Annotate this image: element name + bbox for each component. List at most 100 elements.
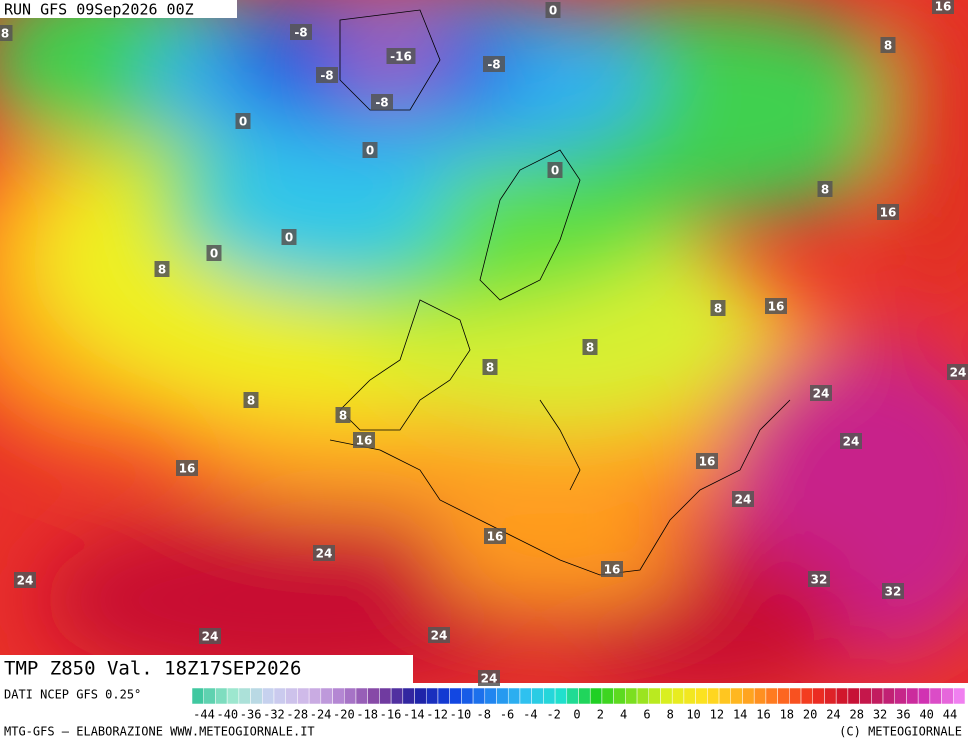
scale-swatch (835, 687, 849, 705)
scale-swatch (613, 687, 626, 705)
scale-swatch (671, 687, 685, 705)
scale-swatch (730, 687, 743, 705)
scale-swatch (414, 687, 427, 705)
scale-swatch (449, 687, 462, 705)
contour-label-box (932, 0, 954, 14)
scale-label: 10 (686, 708, 700, 722)
contour-label-box (154, 261, 170, 277)
scale-label: -24 (310, 708, 332, 722)
contour-label: 24 (17, 574, 34, 588)
scale-label: 40 (919, 708, 933, 722)
contour-label-box (14, 572, 36, 588)
scale-swatch (789, 687, 802, 705)
contour-label: 16 (880, 206, 897, 220)
scale-label: 8 (667, 708, 674, 722)
contour-label-box (947, 364, 968, 380)
contour-label: 24 (316, 547, 333, 561)
scale-swatch (859, 687, 872, 705)
scale-swatch (929, 687, 942, 705)
source-label: DATI NCEP GFS 0.25° (4, 688, 141, 702)
contour-label-box (808, 571, 830, 587)
contour-label: 16 (935, 0, 952, 14)
contour-label-box (290, 24, 312, 40)
contour-label: 16 (768, 300, 785, 314)
contour-label: 24 (202, 630, 219, 644)
contour-label-box (386, 48, 416, 64)
scale-swatch (543, 687, 556, 705)
contour-label: 8 (158, 263, 166, 277)
contour-label-box (176, 460, 198, 476)
scale-swatch (191, 687, 204, 705)
scale-label: -20 (333, 708, 355, 722)
scale-label: -40 (216, 708, 238, 722)
scale-swatch (742, 687, 755, 705)
contour-label: 32 (885, 585, 902, 599)
scale-swatch (824, 687, 837, 705)
contour-label: -8 (487, 58, 500, 72)
scale-label: -4 (523, 708, 537, 722)
scale-swatch (566, 687, 579, 705)
contour-label-box (732, 491, 754, 507)
scale-label: 14 (733, 708, 747, 722)
scale-swatch (226, 687, 240, 705)
contour-label-box (235, 113, 251, 129)
contour-label-box (817, 181, 833, 197)
scale-swatch (648, 687, 661, 705)
scale-swatch (344, 687, 357, 705)
run-label: RUN GFS 09Sep2026 00Z (4, 1, 194, 19)
scale-swatch (320, 687, 333, 705)
header-box (0, 0, 237, 18)
scale-swatch (496, 687, 509, 705)
scale-label: -16 (380, 708, 402, 722)
contour-label: 16 (699, 455, 716, 469)
scale-label: -12 (426, 708, 448, 722)
contour-label: 8 (586, 341, 594, 355)
scale-swatch (273, 687, 286, 705)
contour-label-box (478, 670, 500, 686)
scale-swatch (917, 687, 931, 705)
contour-label: 8 (884, 39, 892, 53)
temperature-field (0, 0, 968, 683)
contour-label-box (243, 392, 259, 408)
contour-label: 16 (604, 563, 621, 577)
scale-label: 6 (643, 708, 650, 722)
coastlines (329, 9, 791, 576)
scale-swatch (753, 687, 767, 705)
scale-swatch (402, 687, 415, 705)
scale-label: -18 (356, 708, 378, 722)
scale-swatch (882, 687, 895, 705)
contour-label-box (335, 407, 351, 423)
field-box (0, 655, 413, 683)
contour-label: 24 (481, 672, 498, 686)
contour-label-box (710, 300, 726, 316)
contour-label: 16 (487, 530, 504, 544)
contour-label-box (206, 245, 222, 261)
contour-label: 24 (431, 629, 448, 643)
scale-label: 18 (780, 708, 794, 722)
scale-swatch (262, 687, 275, 705)
scale-label: -6 (500, 708, 514, 722)
scale-swatch (683, 687, 696, 705)
contour-label-box (313, 545, 335, 561)
contour-label: 0 (239, 115, 247, 129)
scale-swatch (800, 687, 813, 705)
scale-label: -28 (286, 708, 308, 722)
scale-swatch (871, 687, 884, 705)
contour-label: 0 (549, 4, 557, 18)
scale-label: 24 (826, 708, 840, 722)
scale-swatch (578, 687, 591, 705)
scale-swatch (215, 687, 228, 705)
contour-label-box (882, 583, 904, 599)
scale-swatch (379, 687, 392, 705)
contour-label: 8 (821, 183, 829, 197)
contour-label: 8 (486, 361, 494, 375)
scale-swatch (554, 687, 568, 705)
scale-label: -32 (263, 708, 285, 722)
scale-swatch (601, 687, 614, 705)
scale-swatch (332, 687, 345, 705)
scale-label: -14 (403, 708, 425, 722)
scale-swatch (894, 687, 907, 705)
contour-label-box (582, 339, 598, 355)
